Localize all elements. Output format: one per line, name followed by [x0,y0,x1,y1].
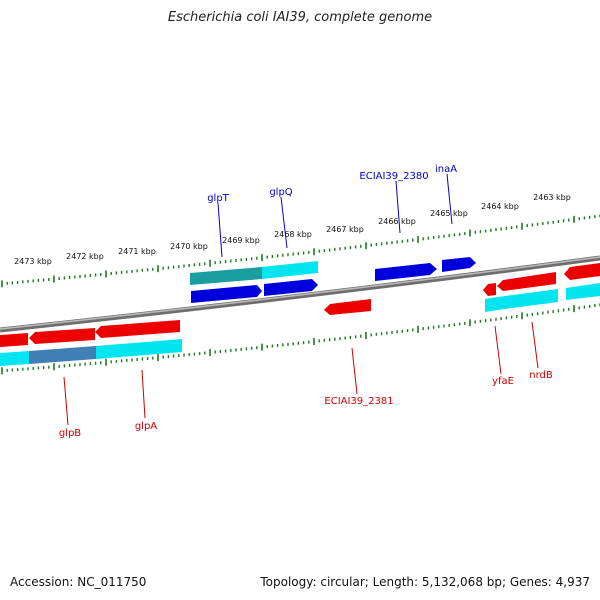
tick-label: 2467 kbp [326,225,364,234]
leader-lines [63,173,539,426]
label-glpT: glpT [207,193,229,204]
map-title: Escherichia coli IAI39, complete genome [167,10,433,25]
tick-label: 2469 kbp [222,236,260,245]
tick-label: 2470 kbp [170,242,208,251]
reverse-cds-track [0,263,600,347]
tick-label: 2466 kbp [378,217,416,226]
cds-glpT[interactable] [191,285,262,303]
gene-glpC[interactable] [0,351,29,366]
forward-cds-track [191,257,476,303]
label-nrdB: nrdB [529,370,553,381]
cds-glpB[interactable] [29,328,95,344]
label-inaA: inaA [435,164,457,175]
gene-nrdB[interactable] [498,289,558,310]
gene-nrdA[interactable] [566,283,600,300]
tick-label: 2463 kbp [533,193,571,202]
label-ECIAI39-2381: ECIAI39_2381 [324,396,393,407]
accession-text: Accession: NC_011750 [10,575,147,589]
lower-tick-track [1,303,600,375]
gene-glpA[interactable] [96,339,182,359]
cds-ECIAI39-2381[interactable] [324,299,371,315]
cds-ECIAI39-2380[interactable] [375,263,437,281]
label-glpA: glpA [135,421,157,432]
genome-summary-text: Topology: circular; Length: 5,132,068 bp… [260,575,590,589]
cds-glpA[interactable] [95,320,180,338]
tick-label: 2465 kbp [430,209,468,218]
genome-backbone-inner [0,256,600,330]
tick-label: 2468 kbp [274,230,312,239]
label-ECIAI39-2380: ECIAI39_2380 [359,171,428,182]
cds-glpQ[interactable] [264,279,318,296]
forward-gene-track [190,261,318,285]
cds-nrdA[interactable] [564,263,600,280]
cds-yfaE[interactable] [483,283,496,296]
gene-yfaE[interactable] [485,297,498,312]
gene-glpQ[interactable] [262,261,318,279]
label-glpQ: glpQ [269,187,292,198]
gene-glpB[interactable] [29,346,96,364]
cds-nrdB[interactable] [497,272,556,291]
cds-glpC[interactable] [0,333,28,347]
tick-label: 2464 kbp [481,202,519,211]
tick-label: 2473 kbp [14,257,52,266]
tick-label: 2472 kbp [66,252,104,261]
cds-inaA[interactable] [442,257,476,272]
label-yfaE: yfaE [492,376,514,387]
tick-labels: 2473 kbp 2472 kbp 2471 kbp 2470 kbp 2469 kbp… [14,193,571,266]
gene-glpT[interactable] [190,267,262,285]
reverse-gene-track [0,283,600,366]
genome-backbone-outer [0,255,600,333]
upper-tick-track [1,214,600,288]
tick-label: 2471 kbp [118,247,156,256]
label-glpB: glpB [59,428,81,439]
